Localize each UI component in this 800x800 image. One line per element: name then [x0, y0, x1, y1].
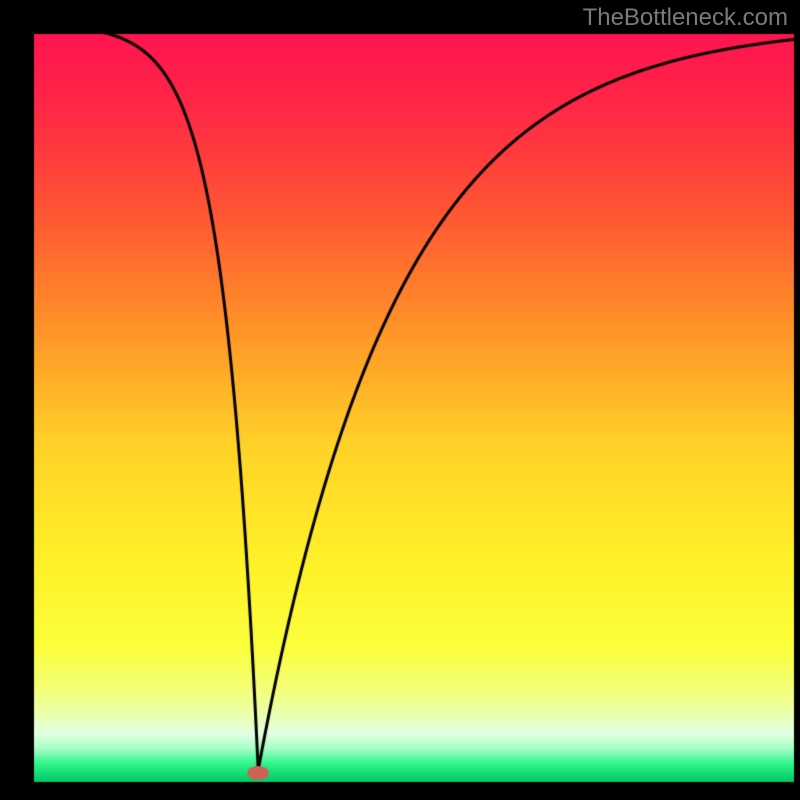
- chart-container: TheBottleneck.com: [0, 0, 800, 800]
- watermark-text: TheBottleneck.com: [583, 4, 788, 32]
- bottleneck-curve: [0, 0, 800, 800]
